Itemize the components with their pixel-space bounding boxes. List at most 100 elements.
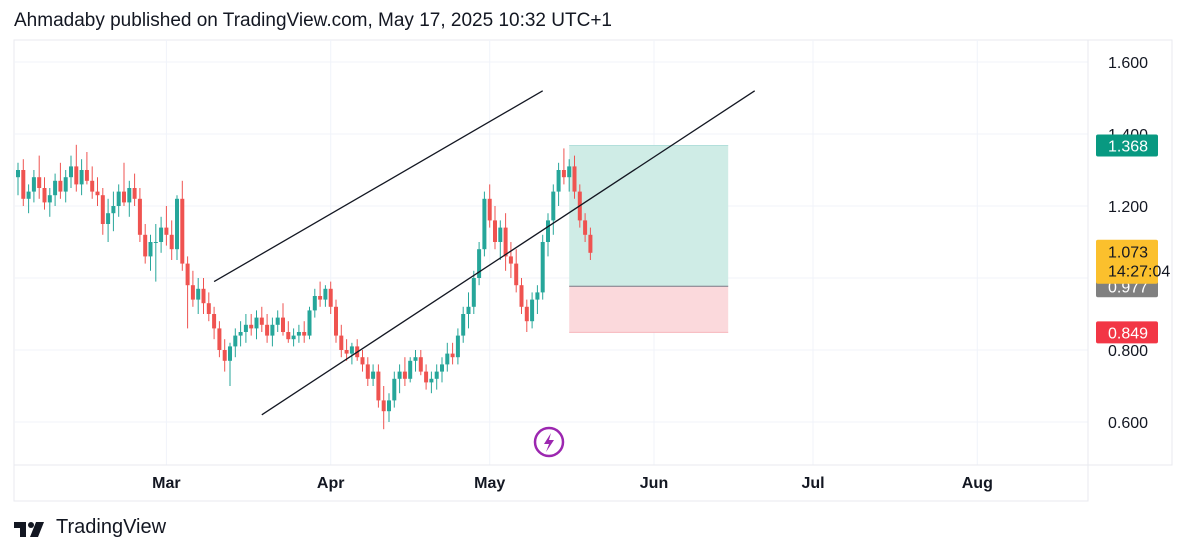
- time-tick-label: Jun: [640, 475, 668, 492]
- candle-body: [95, 191, 100, 196]
- candle: [318, 281, 323, 307]
- candle: [355, 339, 360, 361]
- candle: [90, 166, 95, 199]
- position-zones: [569, 145, 729, 333]
- candle: [334, 299, 338, 343]
- candle-body: [302, 332, 307, 336]
- candle: [212, 306, 217, 340]
- candle: [286, 321, 291, 343]
- candle: [546, 213, 550, 257]
- candle-body: [53, 180, 58, 196]
- chart-grid: [13, 39, 1089, 466]
- candle-body: [265, 324, 270, 336]
- candle-body: [106, 213, 111, 224]
- candle-body: [116, 191, 121, 206]
- candle: [530, 292, 535, 329]
- candle: [397, 364, 402, 394]
- candle: [466, 292, 471, 329]
- candle-body: [424, 371, 429, 383]
- candle: [349, 342, 354, 365]
- candle-body: [201, 288, 206, 304]
- candle-body: [408, 360, 413, 379]
- candle: [228, 342, 232, 386]
- price-tick-label: 0.800: [1108, 343, 1148, 360]
- candle: [26, 184, 31, 214]
- candle-body: [493, 220, 497, 242]
- flash-icon[interactable]: [533, 426, 565, 458]
- candle: [387, 393, 391, 422]
- candle-body: [217, 328, 222, 350]
- chart-frame: [13, 39, 1089, 466]
- candle-body: [466, 306, 471, 314]
- candle-body: [392, 378, 397, 401]
- current-tag-bg: [1096, 239, 1158, 284]
- price-tick-label: 1.200: [1108, 199, 1148, 216]
- candle: [371, 364, 376, 386]
- candle-body: [360, 357, 365, 365]
- candle-body: [323, 288, 328, 300]
- candle: [328, 281, 333, 314]
- candle: [254, 310, 259, 340]
- candle-body: [249, 324, 254, 329]
- candle: [95, 177, 100, 206]
- time-tick-label: Mar: [152, 475, 180, 492]
- candle-body: [159, 227, 164, 242]
- candle: [275, 310, 280, 332]
- candle: [265, 314, 270, 343]
- tradingview-footer[interactable]: TradingView: [14, 516, 166, 539]
- candle-body: [243, 324, 248, 332]
- candle: [169, 220, 174, 260]
- candle-body: [111, 206, 116, 214]
- candle-body: [122, 191, 126, 203]
- candle: [365, 357, 370, 386]
- candle-body: [16, 170, 20, 178]
- candle-body: [175, 198, 179, 250]
- candle-body: [275, 317, 280, 325]
- candle-body: [540, 242, 545, 293]
- candle: [122, 162, 126, 206]
- candle: [74, 144, 79, 192]
- candle-body: [37, 177, 42, 188]
- candle-body: [349, 346, 354, 354]
- publish-info: Ahmadaby published on TradingView.com, M…: [14, 10, 612, 31]
- candle-body: [328, 288, 333, 307]
- candle-body: [519, 285, 524, 307]
- candle-body: [546, 220, 550, 242]
- candle-body: [164, 227, 169, 235]
- profit-zone: [569, 145, 729, 287]
- candle-body: [190, 285, 195, 300]
- candle-body: [79, 170, 84, 185]
- candle: [339, 324, 344, 358]
- candle: [302, 321, 307, 343]
- candle-body: [471, 278, 476, 307]
- candle: [429, 371, 434, 394]
- candle: [291, 328, 296, 347]
- candle: [69, 155, 73, 188]
- candle: [402, 357, 407, 386]
- candle: [413, 350, 418, 372]
- candle: [493, 206, 497, 250]
- candle-body: [21, 170, 26, 199]
- tradingview-logo-icon: [14, 521, 44, 537]
- candle: [455, 328, 460, 365]
- candle-body: [90, 180, 95, 192]
- candle: [259, 306, 264, 332]
- price-tick-label: 1.600: [1108, 55, 1148, 72]
- candle-body: [461, 314, 466, 336]
- candle: [424, 364, 429, 390]
- candle-body: [254, 317, 259, 329]
- candle: [53, 173, 58, 206]
- candle: [418, 350, 423, 376]
- candle-body: [143, 234, 148, 257]
- candle: [270, 317, 275, 347]
- current-price-tag: 1.073 14:27:04: [1096, 239, 1170, 284]
- candle: [561, 148, 566, 185]
- candle: [58, 162, 63, 199]
- candle-body: [567, 166, 572, 178]
- candle-body: [551, 191, 556, 221]
- candle: [535, 285, 540, 314]
- candle: [551, 184, 556, 235]
- candle-body: [196, 288, 201, 300]
